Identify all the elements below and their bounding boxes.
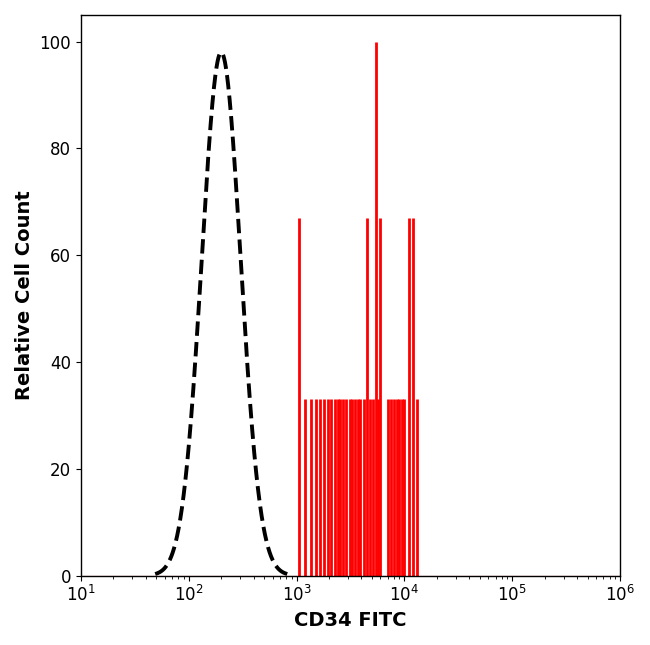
X-axis label: CD34 FITC: CD34 FITC: [294, 611, 407, 630]
Y-axis label: Relative Cell Count: Relative Cell Count: [15, 190, 34, 400]
